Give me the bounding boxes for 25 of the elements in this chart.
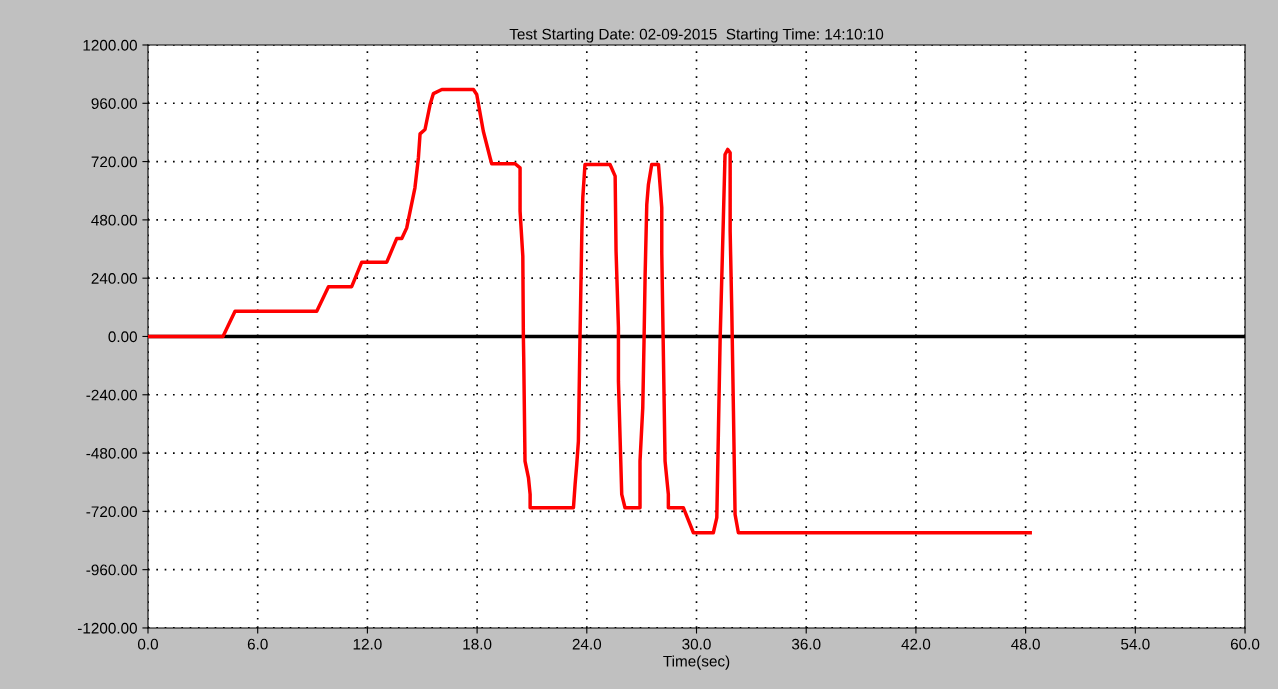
y-tick-label: -960.00	[86, 564, 137, 576]
y-tick-label: 480.00	[91, 214, 137, 226]
y-tick-label: -1200.00	[77, 622, 137, 634]
y-tick-label: 720.00	[91, 156, 137, 168]
x-tick-label: 12.0	[353, 638, 382, 650]
x-tick-label: 0.0	[137, 638, 159, 650]
x-tick-label: 42.0	[901, 638, 931, 650]
x-tick-label: 30.0	[682, 638, 711, 650]
x-axis-title: Time(sec)	[663, 655, 730, 670]
x-tick-label: 48.0	[1011, 638, 1040, 650]
y-tick-label: -480.00	[86, 447, 137, 459]
line-series	[147, 87, 1032, 535]
y-tick-label: 0.00	[108, 331, 137, 343]
x-tick-label: 36.0	[791, 638, 821, 650]
y-tick-label: -240.00	[86, 389, 137, 401]
x-tick-label: 60.0	[1230, 638, 1260, 650]
y-tick-label: -720.00	[86, 506, 137, 518]
y-tick-label: 240.00	[91, 273, 137, 284]
x-tick-label: 54.0	[1121, 638, 1150, 650]
x-tick-label: 24.0	[572, 638, 602, 650]
chart-title: Test Starting Date: 02-09-2015 Starting Time: 14:10:10	[509, 28, 884, 43]
x-tick-label: 6.0	[247, 638, 268, 650]
y-tick-label: 1200.00	[83, 39, 137, 51]
x-tick-label: 18.0	[463, 638, 492, 650]
y-tick-label: 960.00	[91, 98, 137, 109]
